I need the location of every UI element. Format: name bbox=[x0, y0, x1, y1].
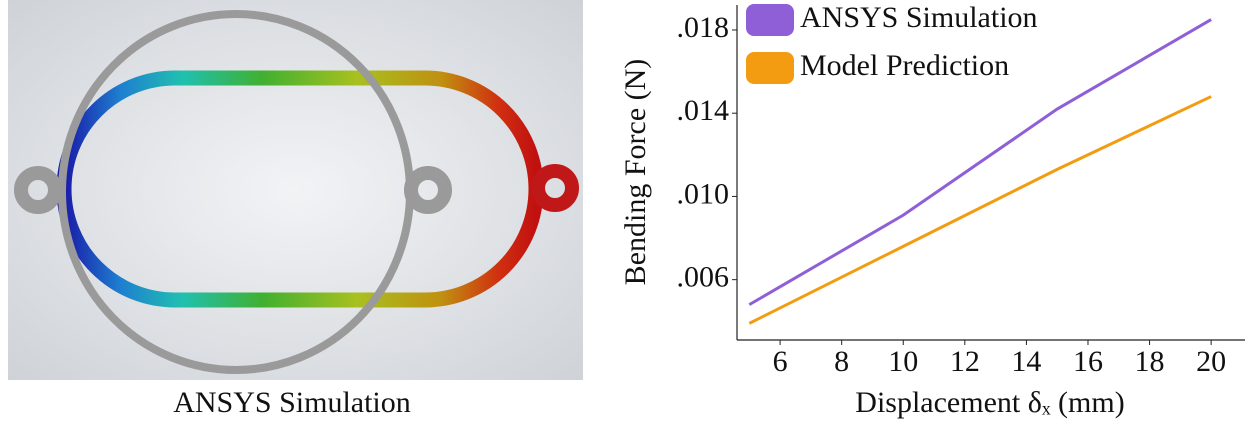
y-tick-label: .018 bbox=[677, 11, 730, 44]
x-tick-label: 12 bbox=[950, 345, 980, 378]
series-line bbox=[749, 97, 1211, 324]
legend-swatch bbox=[746, 52, 794, 84]
x-tick-label: 8 bbox=[834, 345, 849, 378]
x-tick-label: 20 bbox=[1196, 345, 1226, 378]
image-caption: ANSYS Simulation bbox=[173, 386, 411, 419]
x-tick-label: 6 bbox=[773, 345, 788, 378]
x-tick-label: 16 bbox=[1073, 345, 1103, 378]
y-axis-label: Bending Force (N) bbox=[619, 59, 652, 286]
legend-label: ANSYS Simulation bbox=[800, 1, 1038, 34]
x-tick-label: 14 bbox=[1011, 345, 1041, 378]
x-axis-label: Displacement δₓ (mm) bbox=[855, 386, 1124, 419]
y-tick-label: .010 bbox=[677, 177, 730, 210]
x-tick-label: 10 bbox=[888, 345, 918, 378]
image-background bbox=[8, 0, 583, 380]
figure: ANSYS Simulation Bending Force (N) Displ… bbox=[0, 0, 1249, 428]
simulation-image bbox=[8, 0, 583, 380]
y-tick-label: .014 bbox=[677, 94, 730, 127]
legend-label: Model Prediction bbox=[800, 49, 1009, 82]
x-tick-label: 18 bbox=[1135, 345, 1165, 378]
y-tick-label: .006 bbox=[677, 261, 730, 294]
legend-swatch bbox=[746, 4, 794, 36]
